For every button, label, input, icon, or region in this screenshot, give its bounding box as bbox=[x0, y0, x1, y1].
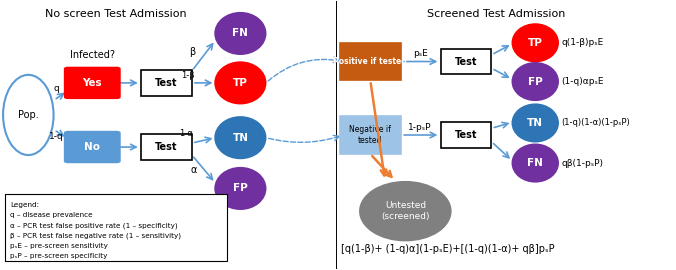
Ellipse shape bbox=[215, 117, 266, 158]
Text: Yes: Yes bbox=[82, 78, 102, 88]
Text: Pop.: Pop. bbox=[18, 110, 39, 120]
Ellipse shape bbox=[512, 63, 558, 100]
FancyBboxPatch shape bbox=[65, 68, 120, 98]
Text: Infected?: Infected? bbox=[70, 50, 115, 60]
FancyBboxPatch shape bbox=[65, 132, 120, 162]
Text: q(1-β)pₛE: q(1-β)pₛE bbox=[562, 38, 604, 47]
Text: FP: FP bbox=[528, 77, 543, 87]
Text: 1-q: 1-q bbox=[49, 132, 64, 141]
Text: α – PCR test false positive rate (1 – specificity): α – PCR test false positive rate (1 – sp… bbox=[10, 223, 178, 229]
Text: pₛE: pₛE bbox=[413, 49, 427, 58]
Bar bbox=[141, 70, 191, 96]
Text: q – disease prevalence: q – disease prevalence bbox=[10, 212, 93, 218]
Text: Test: Test bbox=[155, 142, 178, 152]
Text: 1-α: 1-α bbox=[180, 129, 193, 138]
Text: Test: Test bbox=[455, 130, 477, 140]
Ellipse shape bbox=[512, 24, 558, 62]
Ellipse shape bbox=[215, 13, 266, 54]
Bar bbox=[340, 116, 401, 154]
Text: TN: TN bbox=[233, 133, 248, 143]
Bar bbox=[340, 43, 401, 80]
Text: No: No bbox=[84, 142, 100, 152]
Text: pₛP – pre-screen specificity: pₛP – pre-screen specificity bbox=[10, 253, 107, 259]
Text: Test: Test bbox=[155, 78, 178, 88]
Text: Screened Test Admission: Screened Test Admission bbox=[427, 9, 565, 19]
Ellipse shape bbox=[215, 168, 266, 209]
Ellipse shape bbox=[512, 104, 558, 142]
Text: pₛE – pre-screen sensitivity: pₛE – pre-screen sensitivity bbox=[10, 243, 108, 249]
Text: [q(1-β)+ (1-q)α](1-pₛE)+[(1-q)(1-α)+ qβ]pₛP: [q(1-β)+ (1-q)α](1-pₛE)+[(1-q)(1-α)+ qβ]… bbox=[341, 244, 555, 254]
Text: α: α bbox=[190, 165, 197, 175]
Text: FN: FN bbox=[233, 28, 248, 38]
Ellipse shape bbox=[3, 75, 53, 155]
Text: TP: TP bbox=[528, 38, 543, 48]
Text: TN: TN bbox=[527, 118, 544, 128]
Ellipse shape bbox=[215, 62, 266, 104]
Text: Legend:: Legend: bbox=[10, 202, 39, 208]
Text: Negative if
tested: Negative if tested bbox=[349, 125, 391, 145]
Text: β: β bbox=[189, 47, 195, 57]
Text: 1-β: 1-β bbox=[181, 71, 195, 80]
Bar bbox=[5, 194, 227, 261]
Text: No screen Test Admission: No screen Test Admission bbox=[45, 9, 187, 19]
Text: Test: Test bbox=[455, 56, 477, 66]
Bar bbox=[441, 49, 491, 74]
Ellipse shape bbox=[512, 144, 558, 182]
Text: q: q bbox=[53, 84, 59, 93]
Text: qβ(1-pₛP): qβ(1-pₛP) bbox=[562, 158, 604, 168]
Text: (1-q)(1-α)(1-pₛP): (1-q)(1-α)(1-pₛP) bbox=[562, 119, 630, 127]
Text: β – PCR test false negative rate (1 – sensitivity): β – PCR test false negative rate (1 – se… bbox=[10, 233, 181, 239]
Text: Untested
(screened): Untested (screened) bbox=[381, 201, 429, 221]
Bar bbox=[441, 122, 491, 148]
Text: FP: FP bbox=[233, 183, 248, 193]
Text: TP: TP bbox=[233, 78, 248, 88]
Text: Positive if tested: Positive if tested bbox=[333, 57, 407, 66]
Bar bbox=[141, 134, 191, 160]
Text: (1-q)αpₛE: (1-q)αpₛE bbox=[562, 77, 604, 86]
Text: FN: FN bbox=[527, 158, 544, 168]
Text: 1-pₛP: 1-pₛP bbox=[408, 123, 432, 131]
Ellipse shape bbox=[360, 182, 451, 241]
